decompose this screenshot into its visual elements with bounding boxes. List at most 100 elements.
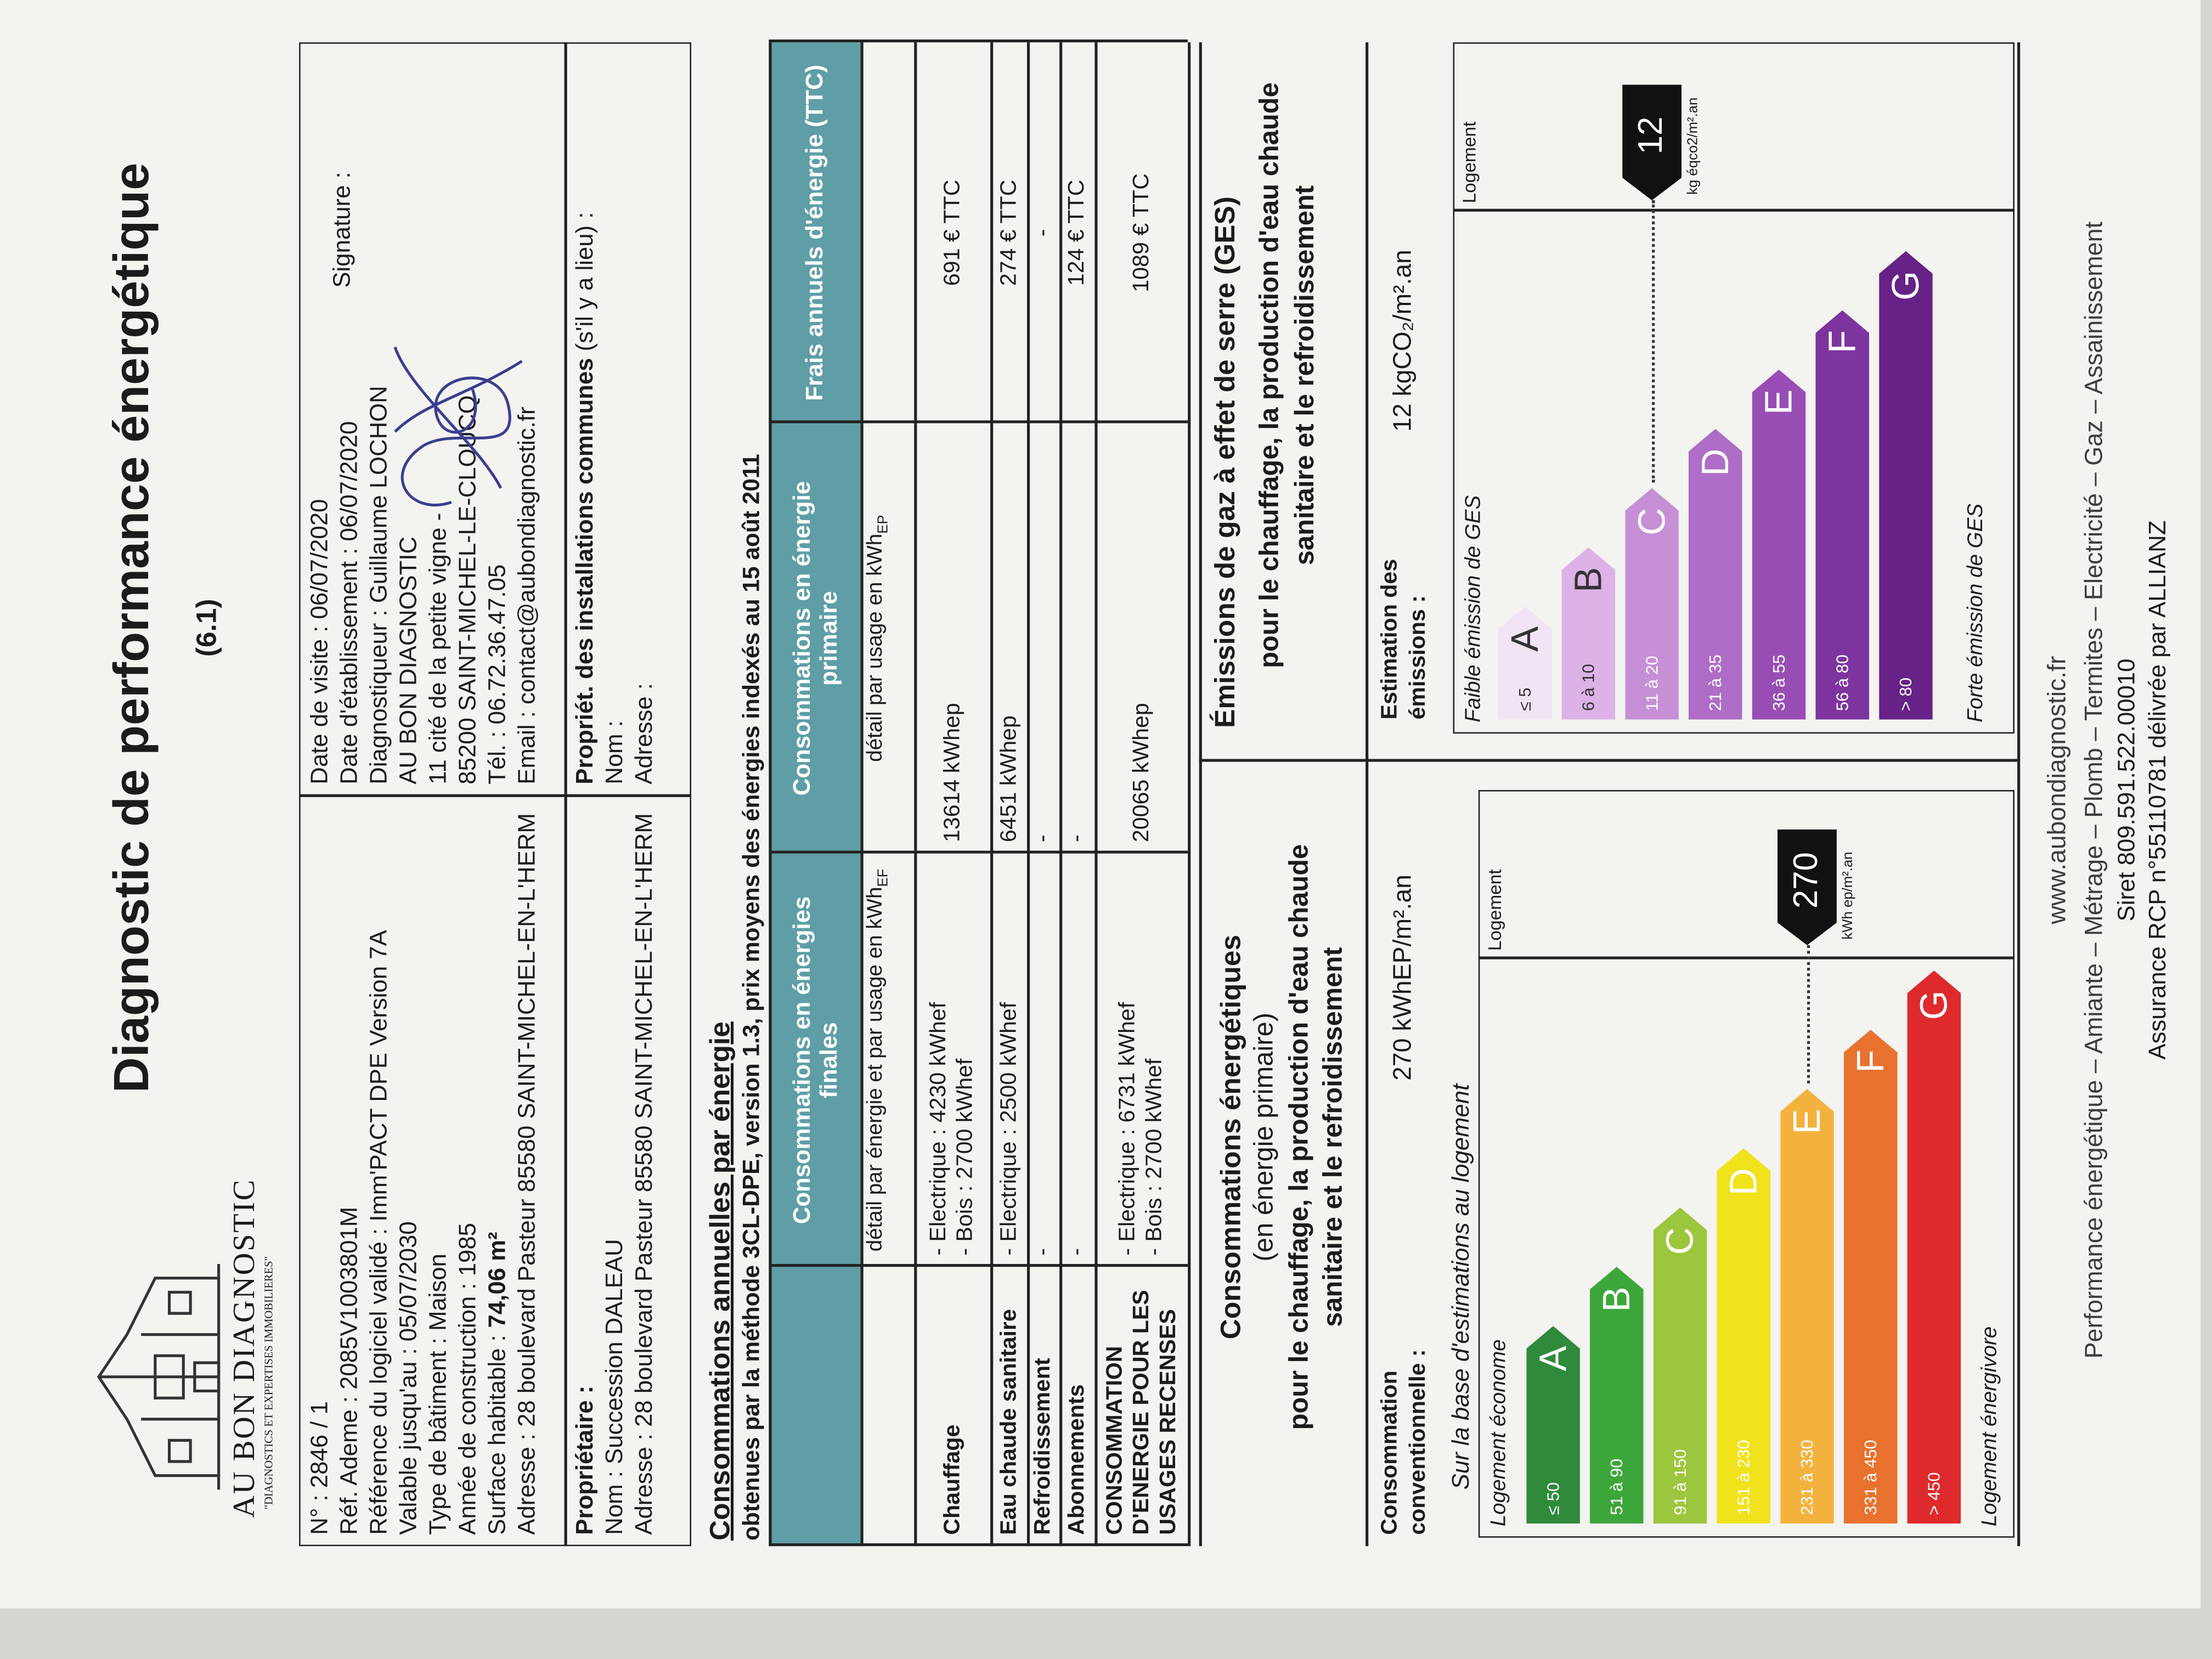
info-line: Année de construction : 1985	[454, 1222, 481, 1535]
final-cell: -	[1027, 854, 1059, 1267]
ges-scope: pour le chauffage, la production d'eau c…	[1255, 82, 1321, 668]
rating-range: 91 à 150	[1670, 1449, 1690, 1515]
rating-letter: E	[1757, 389, 1799, 415]
primary-cell: 20065 kWhep	[1129, 703, 1154, 843]
rating-letter: D	[1693, 448, 1736, 476]
rating-letter: F	[1848, 1049, 1891, 1073]
rating-bar: 231 à 330 E	[1780, 1089, 1834, 1523]
info-line: N° : 2846 / 1	[306, 1401, 333, 1535]
table-header-cell	[769, 1267, 861, 1547]
marker-guide	[1807, 945, 1810, 1084]
rating-bar: 91 à 150 C	[1654, 1207, 1707, 1523]
diagnostician-line: Date de visite : 06/07/2020	[306, 499, 333, 785]
info-line: Valable jusqu'au : 05/07/2030	[394, 1221, 422, 1535]
rating-range: 36 à 55	[1769, 654, 1789, 712]
energy-column: Logement	[1484, 869, 1505, 951]
surface-line: Surface habitable : 74,06 m²	[482, 808, 512, 1534]
rating-bar: 51 à 90 B	[1590, 1267, 1644, 1523]
energy-heading: Consommations énergétiques	[1216, 934, 1248, 1340]
final-cell: - Electrique : 6731 kWhef - Bois : 2700 k…	[1094, 854, 1188, 1267]
rating-bar: > 80 G	[1879, 251, 1933, 720]
table-rule	[1026, 42, 1029, 1547]
rating-bar: 11 à 20 C	[1625, 488, 1679, 720]
primary-cell: 13614 kWhep	[940, 703, 964, 843]
rating-letter: G	[1912, 990, 1955, 1020]
rating-range: 11 à 20	[1642, 656, 1662, 712]
rating-range: 151 à 230	[1734, 1440, 1754, 1515]
common-owner: Propriét. des installations communes (s'…	[570, 212, 659, 785]
signature-label: Signature :	[329, 172, 356, 288]
detail-cell: détail par usage en kWhEP	[861, 423, 899, 853]
rating-bar: 36 à 55 E	[1752, 370, 1806, 720]
detail-unit: EP	[876, 515, 892, 534]
detail-cell: détail par énergie et par usage en kWhEF	[861, 854, 899, 1267]
rating-bar: ≤ 5 A	[1498, 607, 1552, 720]
paper-edge	[0, 1608, 2212, 1659]
table-rule	[769, 1544, 1188, 1547]
table-rule	[769, 40, 1188, 43]
rating-range: ≤ 5	[1515, 687, 1535, 712]
final-line: -	[1031, 1248, 1056, 1256]
version: (6.1)	[191, 599, 223, 657]
rating-letter: G	[1884, 270, 1927, 301]
final-line: - Electrique : 6731 kWhef	[1115, 1002, 1140, 1256]
divider	[564, 42, 567, 1547]
divider	[1478, 957, 2015, 960]
surface-label: Surface habitable :	[483, 1335, 511, 1535]
rating-range: ≤ 50	[1543, 1482, 1564, 1515]
table-rule	[914, 42, 917, 1547]
marker-unit: kWh ep/m².an	[1841, 851, 1857, 940]
row-label: Abonnements	[1059, 1267, 1094, 1546]
paper-edge	[2200, 0, 2212, 1659]
row-label: Eau chaude sanitaire	[990, 1267, 1027, 1546]
rating-range: 331 à 450	[1860, 1440, 1881, 1515]
cost-cell: 124 € TTC	[1065, 179, 1090, 286]
final-cell: - Electrique : 4230 kWhef - Bois : 2700 k…	[914, 854, 990, 1267]
rating-range: > 450	[1924, 1472, 1944, 1515]
rating-bar: > 450 G	[1908, 970, 1961, 1523]
rating-marker: 12	[1622, 84, 1681, 200]
cost-cell: 691 € TTC	[940, 179, 964, 286]
rating-bar: 6 à 10 B	[1562, 548, 1616, 720]
logo-tagline: "DIAGNOSTICS ET EXPERTISES IMMOBILIERES"	[262, 1256, 275, 1510]
owner-title: Propriétaire :	[571, 1385, 599, 1535]
rating-range: 6 à 10	[1578, 664, 1599, 712]
primary-cell: -	[1031, 834, 1056, 843]
row-label-text: Chauffage	[940, 1424, 964, 1535]
footer-website: www.aubondiagnostic.fr	[2042, 656, 2071, 924]
rating-marker: 270	[1778, 830, 1837, 945]
row-label-text: CONSOMMATION D'ENERGIE POUR LES USAGES R…	[1102, 1290, 1180, 1535]
final-line: - Electrique : 4230 kWhef	[927, 1002, 951, 1256]
table-header-cell: Consommations en énergies finales	[769, 853, 861, 1267]
table-rule	[1188, 42, 1190, 1547]
rating-bar: 21 à 35 D	[1689, 429, 1742, 720]
primary-cell: -	[1065, 834, 1090, 843]
marker-unit: kg éqco2/m².an	[1685, 97, 1702, 195]
divider	[299, 795, 691, 797]
table-rule	[1094, 42, 1097, 1547]
rating-range: 56 à 80	[1832, 654, 1853, 712]
ges-estimate-value: 12 kgCO₂/m².an	[1388, 250, 1417, 432]
info-line: Type de bâtiment : Maison	[424, 1254, 452, 1535]
divider	[2017, 42, 2019, 1547]
detail-text: détail par énergie et par usage en kWh	[863, 887, 888, 1252]
cost-cell: -	[1031, 229, 1056, 237]
owner-address: Adresse : 28 boulevard Pasteur 85580 SAI…	[630, 813, 658, 1535]
diagnostician-line: Date d'établissement : 06/07/2020	[335, 421, 363, 785]
owner: Propriétaire : Nom : Succession DALEAU A…	[570, 808, 659, 1534]
surface-value: 74,06 m²	[483, 1232, 511, 1328]
common-title: Propriét. des installations communes	[571, 358, 599, 785]
title: Diagnostic de performance énergétique	[104, 162, 160, 1093]
signature	[393, 346, 523, 507]
common-name: Nom :	[601, 720, 628, 785]
table-rule	[990, 42, 992, 1547]
energy-bottom-label: Logement énergivore	[1978, 1326, 2002, 1527]
energy-basis: Sur la base d'estimations au logement	[1447, 1084, 1475, 1490]
rating-letter: F	[1820, 330, 1863, 354]
ges-top-label: Faible émission de GES	[1461, 495, 1486, 723]
rating-range: 231 à 330	[1797, 1440, 1817, 1515]
table-rule	[860, 42, 863, 1547]
divider	[1199, 759, 2018, 762]
table-header-cell: Consommations en énergie primaire	[769, 423, 861, 854]
